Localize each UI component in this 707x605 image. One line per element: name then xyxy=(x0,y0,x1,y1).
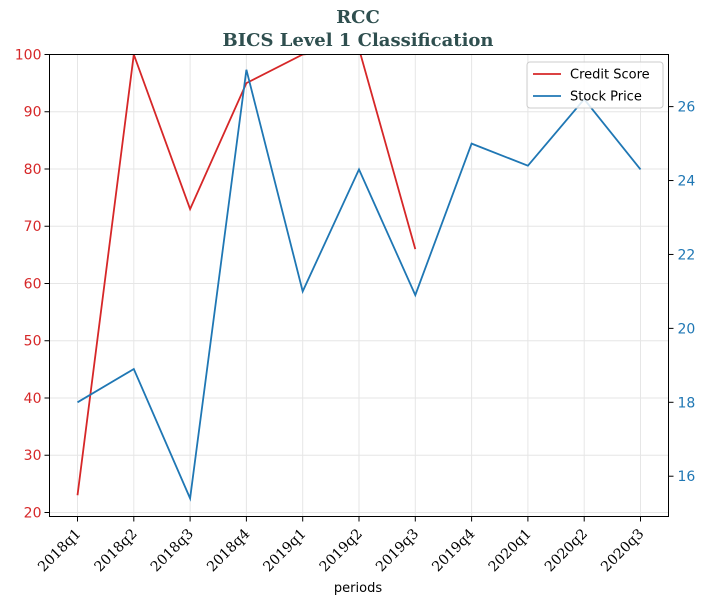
legend: Credit Score Stock Price xyxy=(526,61,664,109)
y-axis-left: 20 30 40 50 60 70 80 90 100 xyxy=(15,48,50,521)
y-right-tick-label: 24 xyxy=(678,174,696,190)
x-tick-label: 2020q3 xyxy=(598,526,647,575)
y-right-tick-label: 16 xyxy=(678,469,696,485)
x-tick-label: 2018q4 xyxy=(204,526,253,575)
x-tick-label: 2018q2 xyxy=(91,526,140,575)
y-left-tick-label: 20 xyxy=(24,505,42,521)
legend-label: Credit Score xyxy=(570,68,650,83)
x-tick-label: 2019q1 xyxy=(260,526,309,575)
x-tick-label: 2019q2 xyxy=(317,526,366,575)
grid xyxy=(49,54,669,517)
legend-label: Stock Price xyxy=(570,90,642,105)
y-right-tick-label: 18 xyxy=(678,395,696,411)
series-lines xyxy=(76,54,642,502)
x-tick-label: 2019q4 xyxy=(429,526,478,575)
y-right-tick-label: 26 xyxy=(678,100,696,116)
y-left-tick-label: 90 xyxy=(24,105,42,121)
chart-title: RCC xyxy=(336,7,380,28)
x-tick-label: 2019q3 xyxy=(373,526,422,575)
series-line-credit-score xyxy=(76,54,417,496)
x-tick-label: 2020q1 xyxy=(486,526,535,575)
y-left-tick-label: 100 xyxy=(15,48,42,64)
x-axis-label: periods xyxy=(334,581,382,596)
x-axis: 2018q1 2018q2 2018q3 2018q4 2019q1 2019q2 2019… xyxy=(35,516,647,575)
y-axis-right: 16 18 20 22 24 26 xyxy=(668,100,696,485)
series-line-stock-price xyxy=(77,69,642,502)
y-left-tick-label: 60 xyxy=(24,276,42,292)
y-left-tick-label: 70 xyxy=(24,219,42,235)
y-right-tick-label: 20 xyxy=(678,321,696,337)
y-left-tick-label: 30 xyxy=(24,448,42,464)
y-right-tick-label: 22 xyxy=(678,247,696,263)
y-left-tick-label: 50 xyxy=(24,334,42,350)
y-left-tick-label: 80 xyxy=(24,162,42,178)
y-left-tick-label: 40 xyxy=(24,391,42,407)
x-tick-label: 2018q3 xyxy=(148,526,197,575)
x-tick-label: 2020q2 xyxy=(542,526,591,575)
x-tick-label: 2018q1 xyxy=(35,526,84,575)
chart-subtitle: BICS Level 1 Classification xyxy=(222,30,493,51)
